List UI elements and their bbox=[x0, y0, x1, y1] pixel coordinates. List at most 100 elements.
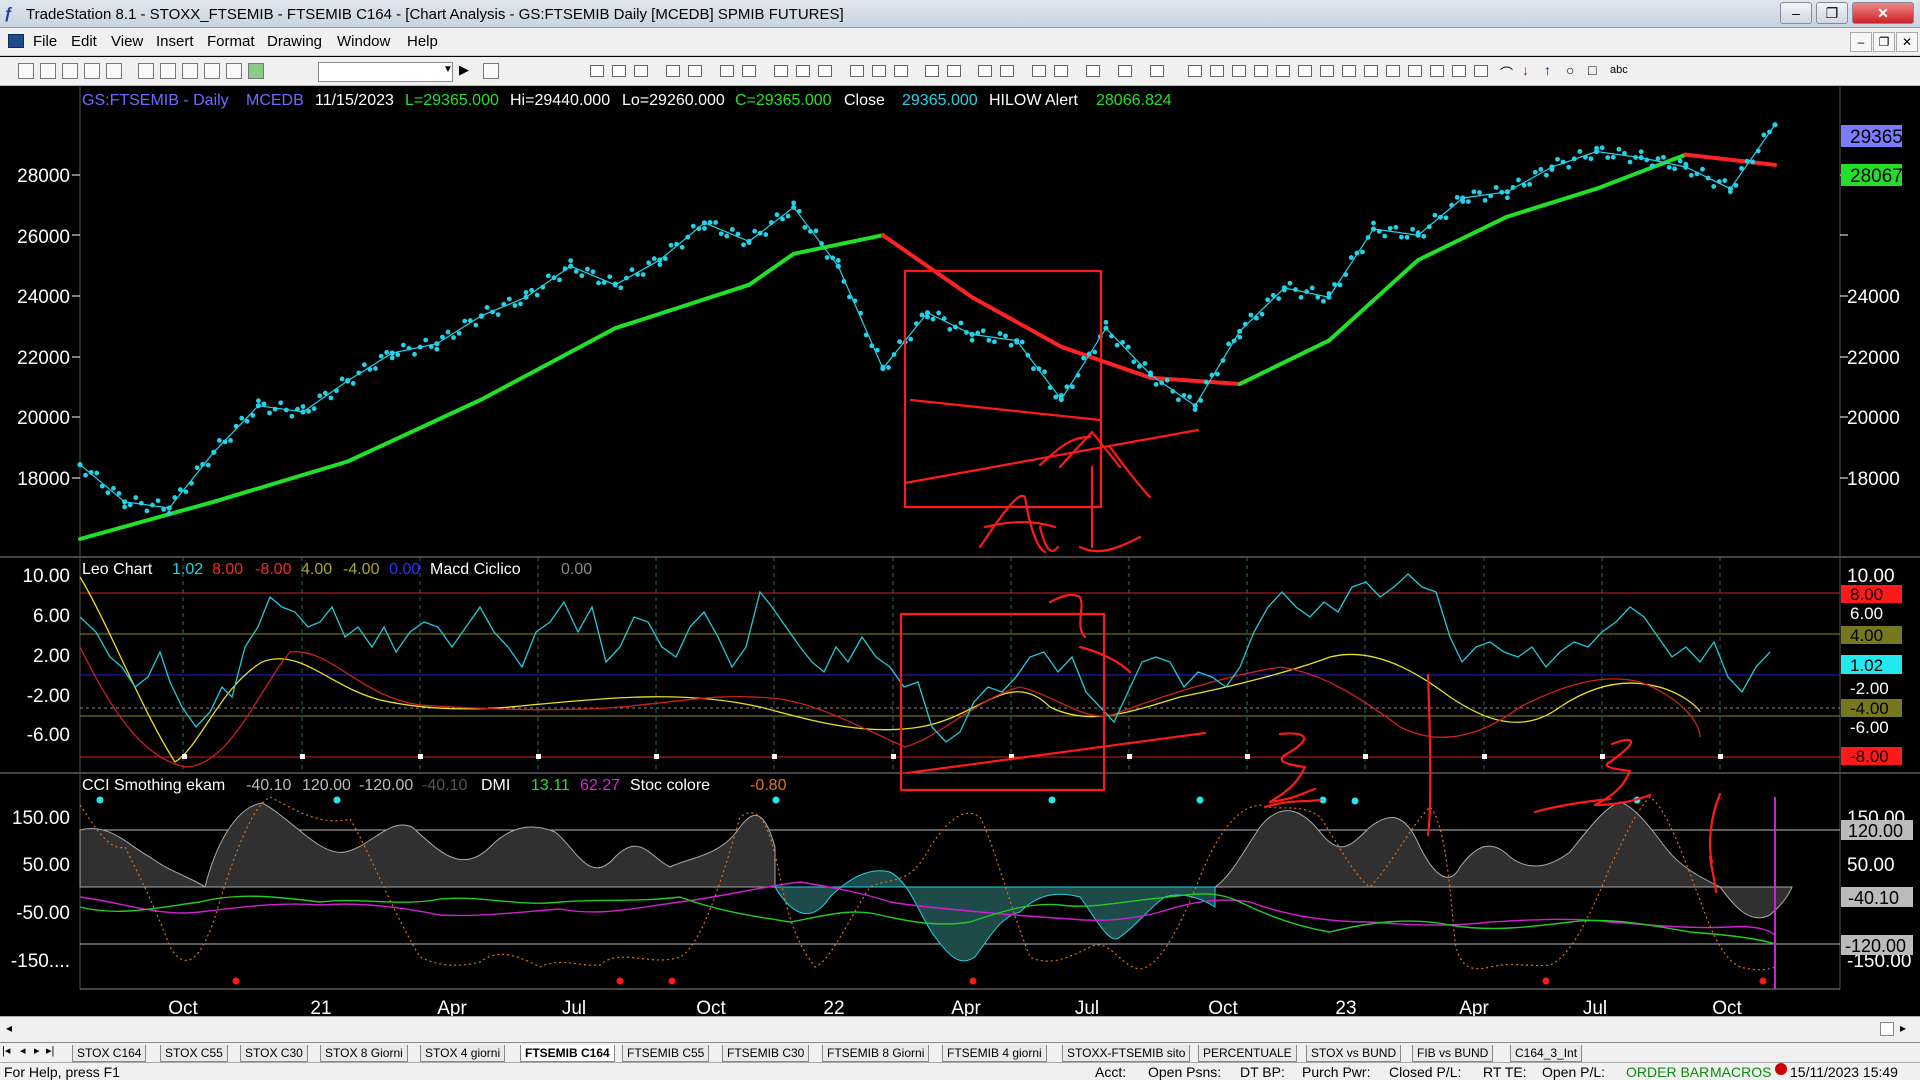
drawing-annotations[interactable] bbox=[899, 269, 1722, 894]
chart-tool-icon[interactable] bbox=[1474, 65, 1488, 77]
chart-tool-icon[interactable] bbox=[1254, 65, 1268, 77]
annotation-squiggle[interactable] bbox=[1533, 738, 1652, 814]
chart-tool-icon[interactable] bbox=[796, 65, 810, 77]
chart-tool-icon[interactable] bbox=[818, 65, 832, 77]
new-icon[interactable] bbox=[18, 63, 34, 79]
chart-tool-icon[interactable] bbox=[1386, 65, 1400, 77]
minimize-button[interactable]: – bbox=[1780, 2, 1812, 24]
chart-tool-icon[interactable] bbox=[774, 65, 788, 77]
down-arrow-icon[interactable]: ↓ bbox=[1522, 62, 1529, 78]
tab-nav-prev-icon[interactable]: ◂ bbox=[20, 1045, 26, 1057]
mdi-close-button[interactable]: ✕ bbox=[1896, 32, 1918, 52]
trendline-icon[interactable] bbox=[1188, 65, 1202, 77]
tab-stox-4-giorni[interactable]: STOX 4 giorni bbox=[420, 1045, 506, 1062]
zoom-out-icon[interactable] bbox=[1000, 65, 1014, 77]
annotation-trendline[interactable] bbox=[903, 428, 1200, 485]
annotation-arrow[interactable] bbox=[1048, 593, 1132, 674]
chart-tool-icon[interactable] bbox=[1430, 65, 1444, 77]
chart-horizontal-scrollbar[interactable]: ◂ ▸ bbox=[0, 1016, 1920, 1042]
annotation-letter-a[interactable] bbox=[978, 494, 1060, 554]
mdi-restore-button[interactable]: ❐ bbox=[1873, 32, 1895, 52]
chart-tool-icon[interactable] bbox=[720, 65, 734, 77]
chart-tool-icon[interactable] bbox=[947, 65, 961, 77]
rectangle-icon[interactable]: □ bbox=[1588, 62, 1597, 78]
zoom-in-icon[interactable] bbox=[978, 65, 992, 77]
scroll-thumb[interactable] bbox=[1880, 1022, 1894, 1036]
tab-fib-vs-bund[interactable]: FIB vs BUND bbox=[1412, 1045, 1494, 1062]
tools-icon[interactable] bbox=[1086, 65, 1100, 77]
chart-tool-icon[interactable] bbox=[1298, 65, 1312, 77]
tab-stox-c30[interactable]: STOX C30 bbox=[240, 1045, 308, 1062]
menu-view[interactable]: View bbox=[111, 33, 144, 50]
chart-tool-icon[interactable] bbox=[1408, 65, 1422, 77]
print-preview-icon[interactable] bbox=[160, 63, 176, 79]
find-icon[interactable] bbox=[483, 63, 499, 79]
tab-nav-last-icon[interactable]: ▸| bbox=[46, 1045, 55, 1057]
tab-nav-first-icon[interactable]: |◂ bbox=[2, 1045, 11, 1057]
crosshair-icon[interactable] bbox=[1054, 65, 1068, 77]
tab-c164-3-int[interactable]: C164_3_Int bbox=[1510, 1045, 1583, 1062]
open-icon[interactable] bbox=[40, 63, 56, 79]
menu-window[interactable]: Window bbox=[337, 33, 391, 50]
pointer-icon[interactable] bbox=[1032, 65, 1046, 77]
arc-icon[interactable]: ⌒ bbox=[1500, 66, 1514, 81]
save-workspace-icon[interactable] bbox=[106, 63, 122, 79]
scroll-left-icon[interactable]: ◂ bbox=[6, 1021, 13, 1035]
annotation-arrow-up[interactable] bbox=[1038, 430, 1152, 499]
menu-edit[interactable]: Edit bbox=[71, 33, 97, 50]
mdi-minimize-button[interactable]: – bbox=[1850, 32, 1872, 52]
chart-tool-icon[interactable] bbox=[1232, 65, 1246, 77]
attach-icon[interactable] bbox=[226, 63, 242, 79]
play-icon[interactable]: ▶ bbox=[459, 62, 469, 77]
chart-window-icon[interactable] bbox=[8, 34, 24, 48]
up-arrow-icon[interactable]: ↑ bbox=[1544, 62, 1551, 78]
annotation-stroke[interactable] bbox=[1263, 798, 1322, 809]
chart-tool-icon[interactable] bbox=[688, 65, 702, 77]
menu-file[interactable]: File bbox=[33, 33, 58, 50]
cci-panel[interactable]: 150.00 50.00 -50.00 -150.... 150.00 50.0… bbox=[11, 796, 1913, 990]
annotation-bracket[interactable] bbox=[1708, 792, 1722, 894]
tab-ftsemib-c30[interactable]: FTSEMIB C30 bbox=[722, 1045, 810, 1062]
status-order-bar[interactable]: ORDER BAR bbox=[1626, 1064, 1710, 1080]
chart-area[interactable]: 28000 26000 24000 22000 20000 18000 2400… bbox=[0, 87, 1920, 1017]
chart-tool-icon[interactable] bbox=[872, 65, 886, 77]
lock-icon[interactable] bbox=[204, 63, 220, 79]
symbol-combo[interactable] bbox=[318, 62, 453, 82]
tab-ftsemib-c164[interactable]: FTSEMIB C164 bbox=[520, 1045, 615, 1062]
tab-stox-c55[interactable]: STOX C55 bbox=[160, 1045, 228, 1062]
chart-tool-icon[interactable] bbox=[1452, 65, 1466, 77]
menu-drawing[interactable]: Drawing bbox=[267, 33, 323, 50]
scroll-right-icon[interactable]: ▸ bbox=[1900, 1021, 1907, 1035]
annotation-trendline[interactable] bbox=[905, 731, 1207, 775]
chart-tool-icon[interactable] bbox=[894, 65, 908, 77]
fibonacci-icon[interactable] bbox=[1276, 65, 1290, 77]
chart-tool-icon[interactable] bbox=[1150, 65, 1164, 77]
annotation-vertical-line[interactable] bbox=[1426, 673, 1432, 837]
text-icon[interactable]: abc bbox=[1610, 64, 1628, 76]
annotation-rectangle[interactable] bbox=[899, 612, 1106, 792]
price-panel[interactable]: 28000 26000 24000 22000 20000 18000 2400… bbox=[17, 122, 1903, 541]
chart-tool-icon[interactable] bbox=[1364, 65, 1378, 77]
save-icon[interactable] bbox=[84, 63, 100, 79]
chart-tool-icon[interactable] bbox=[1118, 65, 1132, 77]
tab-stox-vs-bund[interactable]: STOX vs BUND bbox=[1306, 1045, 1402, 1062]
chart-tool-icon[interactable] bbox=[1320, 65, 1334, 77]
tab-percentuale[interactable]: PERCENTUALE bbox=[1198, 1045, 1297, 1062]
annotation-squiggle[interactable] bbox=[1268, 732, 1317, 804]
tab-ftsemib-8-giorni[interactable]: FTSEMIB 8 Giorni bbox=[822, 1045, 930, 1062]
chart-tool-icon[interactable] bbox=[1342, 65, 1356, 77]
chart-tool-icon[interactable] bbox=[612, 65, 626, 77]
tab-ftsemib-c55[interactable]: FTSEMIB C55 bbox=[622, 1045, 710, 1062]
annotation-trendline[interactable] bbox=[909, 398, 1102, 422]
macro-icon[interactable] bbox=[248, 63, 264, 79]
tab-stox-8-giorni[interactable]: STOX 8 Giorni bbox=[320, 1045, 408, 1062]
ellipse-icon[interactable]: ○ bbox=[1566, 62, 1575, 78]
chart-tool-icon[interactable] bbox=[850, 65, 864, 77]
menu-format[interactable]: Format bbox=[207, 33, 255, 50]
horizontal-line-icon[interactable] bbox=[1210, 65, 1224, 77]
chart-tool-icon[interactable] bbox=[634, 65, 648, 77]
chevron-down-icon[interactable]: ▼ bbox=[443, 64, 453, 75]
chart-tool-icon[interactable] bbox=[590, 65, 604, 77]
close-button[interactable]: ✕ bbox=[1852, 2, 1914, 24]
menu-help[interactable]: Help bbox=[407, 33, 438, 50]
